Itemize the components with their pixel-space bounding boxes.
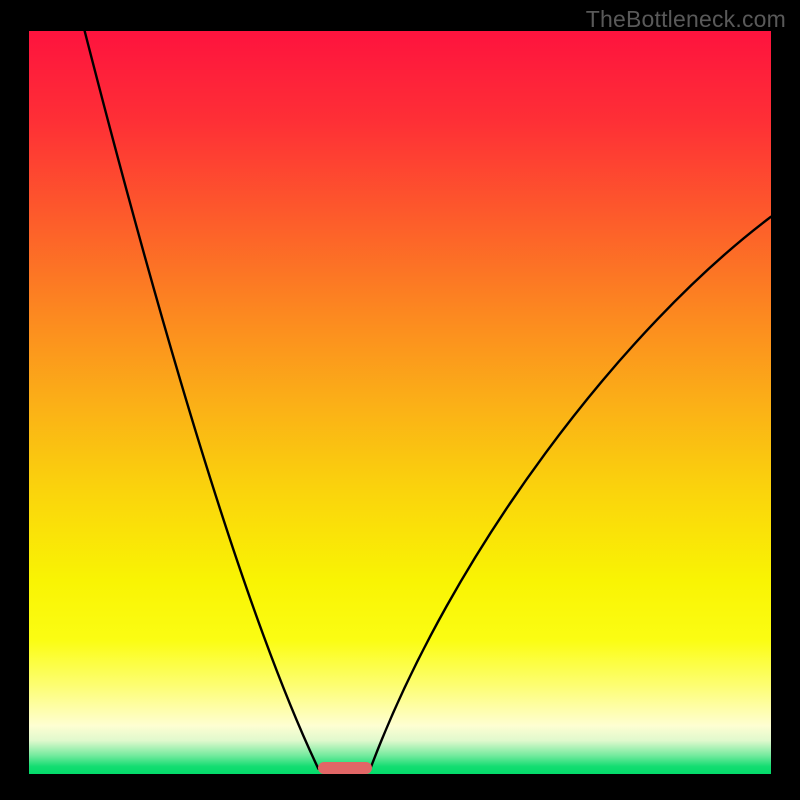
plot-area	[29, 31, 771, 774]
watermark-text: TheBottleneck.com	[586, 6, 786, 33]
bottleneck-marker	[318, 762, 371, 774]
bottleneck-curve	[29, 31, 771, 774]
